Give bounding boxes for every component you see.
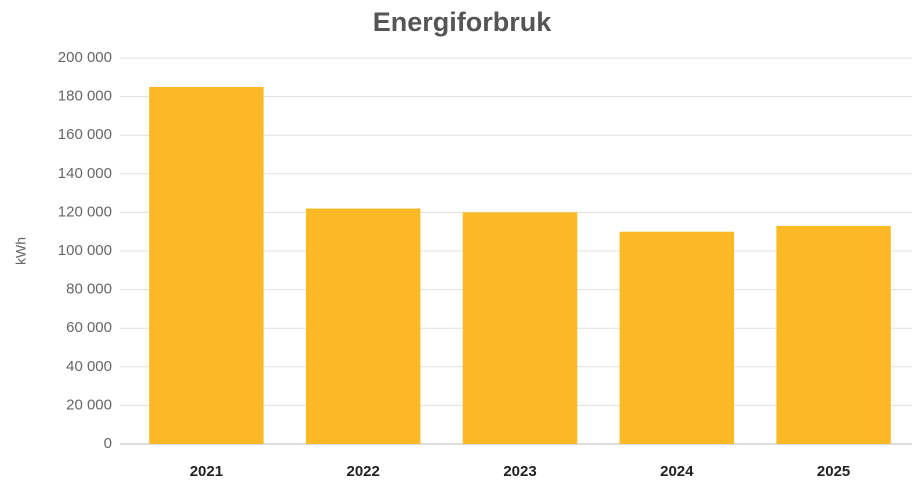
bar [149, 86, 264, 444]
x-tick-label: 2023 [503, 463, 536, 480]
y-tick-label: 40 000 [66, 358, 112, 375]
bar [619, 231, 735, 444]
y-tick-label: 180 000 [58, 88, 112, 105]
x-tick-label: 2022 [347, 463, 380, 480]
y-tick-label: 0 [104, 435, 112, 452]
y-tick-label: 120 000 [58, 203, 112, 220]
y-axis-label: kWh [13, 237, 29, 265]
y-tick-label: 60 000 [66, 319, 112, 336]
y-tick-label: 80 000 [66, 281, 112, 298]
bar [776, 225, 891, 444]
y-tick-label: 160 000 [58, 126, 112, 143]
y-tick-label: 100 000 [58, 242, 112, 259]
chart-title: Energiforbruk [373, 7, 553, 37]
x-tick-label: 2025 [817, 463, 850, 480]
y-tick-label: 20 000 [66, 396, 112, 413]
y-tick-label: 140 000 [58, 165, 112, 182]
y-tick-label: 200 000 [58, 49, 112, 66]
x-tick-label: 2024 [660, 463, 694, 480]
bar [462, 212, 578, 444]
bar [305, 208, 421, 444]
x-tick-label: 2021 [190, 463, 223, 480]
